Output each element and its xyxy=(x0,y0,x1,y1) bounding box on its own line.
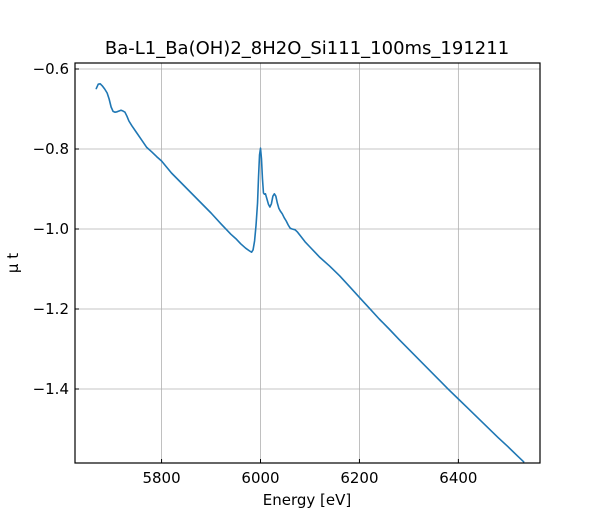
y-tick-label: −1.0 xyxy=(33,220,69,238)
x-tick-label: 6400 xyxy=(439,469,477,487)
y-axis-label: μ t xyxy=(4,253,22,273)
y-tick-label: −0.8 xyxy=(33,140,69,158)
axis-ticks: 5800 6000 6200 6400 −1.4 −1.2 −1.0 −0.8 −0.6 xyxy=(33,60,478,487)
x-tick-label: 5800 xyxy=(142,469,180,487)
x-tick-label: 6200 xyxy=(340,469,378,487)
plot-frame xyxy=(74,62,541,464)
y-tick-label: −0.6 xyxy=(33,60,69,78)
series-line-0 xyxy=(95,83,525,463)
gridlines xyxy=(75,63,540,463)
plot-series xyxy=(95,83,525,463)
x-axis-label: Energy [eV] xyxy=(263,491,351,509)
x-tick-label: 6000 xyxy=(241,469,279,487)
chart-title: Ba-L1_Ba(OH)2_8H2O_Si111_100ms_191211 xyxy=(105,38,509,59)
y-tick-label: −1.4 xyxy=(33,380,69,398)
y-tick-label: −1.2 xyxy=(33,300,69,318)
